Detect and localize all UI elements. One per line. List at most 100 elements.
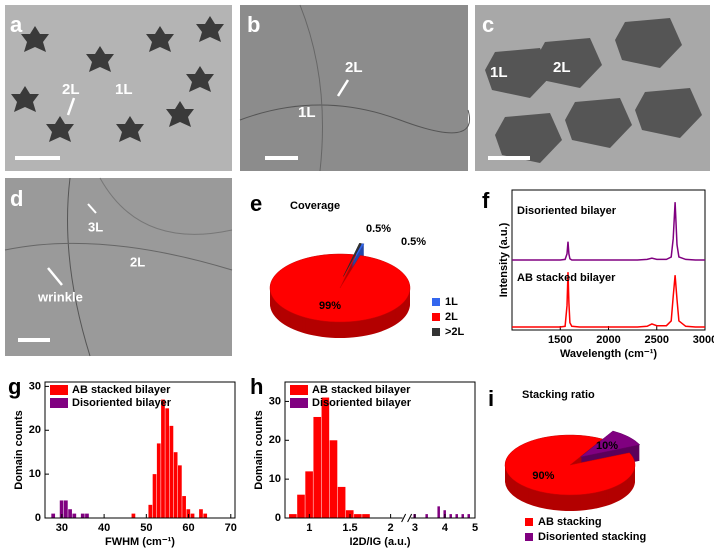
y-tick-label: 10 — [269, 473, 281, 485]
legend-label: 1L — [445, 296, 458, 308]
legend-swatch — [525, 518, 533, 526]
layer-label: 1L — [298, 104, 316, 121]
panel-letter: c — [482, 12, 494, 37]
bar — [186, 509, 191, 518]
y-tick-label: 30 — [269, 395, 281, 407]
value-label: 90% — [532, 470, 554, 482]
x-tick-label: 1500 — [548, 334, 572, 346]
bar — [165, 408, 170, 518]
legend-swatch — [525, 533, 533, 541]
chart-title: Stacking ratio — [522, 389, 595, 401]
bar — [461, 514, 464, 518]
pie-slice — [580, 430, 641, 458]
x-tick-label: 40 — [98, 522, 110, 534]
layer-label: 2L — [130, 254, 145, 269]
bar — [161, 399, 165, 518]
panel-letter: h — [250, 374, 263, 399]
plot-frame — [284, 381, 476, 519]
layer-label: 1L — [490, 64, 508, 81]
bar — [313, 416, 322, 518]
bar — [85, 513, 89, 518]
x-tick-label: 3 — [412, 522, 418, 534]
legend-swatch — [432, 298, 440, 306]
wrinkle-line — [99, 177, 233, 235]
bar — [68, 509, 72, 518]
wrinkle-line — [239, 104, 470, 134]
x-tick-label: 3000 — [693, 334, 714, 346]
bar — [178, 465, 182, 518]
y-tick-label: 10 — [29, 468, 41, 480]
bar — [190, 513, 195, 518]
wrinkle-line — [299, 4, 323, 172]
axis-break-gap — [402, 514, 411, 522]
y-tick-label: 30 — [29, 380, 41, 392]
legend-label: 2L — [445, 311, 458, 323]
axis-break — [407, 513, 413, 523]
bar — [203, 513, 208, 518]
legend-swatch — [432, 328, 440, 336]
panel-letter: e — [250, 191, 262, 216]
bar — [173, 452, 178, 518]
panel-letter: a — [10, 12, 23, 37]
x-tick-label: 50 — [140, 522, 152, 534]
bar — [321, 397, 330, 518]
bar — [305, 471, 313, 518]
x-tick-label: 70 — [225, 522, 237, 534]
scale-bar — [18, 338, 50, 342]
panel-letter: f — [482, 188, 490, 213]
y-axis-label: Intensity (a.u.) — [498, 222, 510, 297]
bar — [455, 514, 458, 518]
legend-label: Disoriented bilayer — [72, 397, 172, 409]
spectrum-line — [512, 202, 705, 261]
y-tick-label: 0 — [35, 512, 41, 524]
y-axis-label: Domain counts — [253, 410, 265, 489]
bar — [437, 506, 440, 518]
spectrum-line — [512, 272, 705, 328]
bar — [169, 425, 174, 518]
micrograph-a: a 2L 1L — [5, 5, 232, 171]
bar — [425, 514, 428, 518]
scale-bar — [488, 156, 530, 160]
panel-letter: b — [247, 12, 260, 37]
series-label: Disoriented bilayer — [517, 205, 617, 217]
legend-label: AB stacking — [538, 516, 602, 528]
bar — [289, 514, 297, 518]
x-tick-label: 1.5 — [342, 522, 357, 534]
arrow — [336, 79, 350, 97]
micrograph-b: b 2L 1L — [239, 4, 470, 172]
bar — [329, 440, 338, 518]
bar — [59, 500, 64, 518]
legend-label: Disoriented bilayer — [312, 397, 412, 409]
x-axis-label: FWHM (cm⁻¹) — [105, 536, 175, 548]
x-tick-label: 2000 — [596, 334, 620, 346]
pie-slice — [269, 253, 411, 323]
layer-label: 2L — [345, 59, 363, 76]
bar — [152, 474, 157, 518]
value-label: 0.5% — [401, 236, 426, 248]
plot-frame — [44, 381, 236, 519]
image — [240, 5, 468, 171]
x-tick-label: 2 — [388, 522, 394, 534]
panel-letter: d — [10, 186, 23, 211]
layer-label: 2L — [553, 59, 571, 76]
bar — [156, 443, 161, 518]
bar — [467, 514, 470, 518]
arrow — [66, 97, 76, 116]
chart-title: Coverage — [290, 200, 340, 212]
y-tick-label: 0 — [275, 512, 281, 524]
scale-bar — [265, 156, 298, 160]
axis-break — [401, 513, 407, 523]
arrow — [47, 267, 63, 286]
x-tick-label: 1 — [306, 522, 312, 534]
y-tick-label: 20 — [29, 424, 41, 436]
panel-letter: g — [8, 374, 21, 399]
legend-swatch — [432, 313, 440, 321]
series-label: AB stacked bilayer — [517, 272, 616, 284]
bar — [354, 514, 362, 518]
arrow — [87, 203, 97, 214]
bar — [148, 504, 153, 518]
legend-swatch — [50, 385, 68, 395]
x-tick-label: 5 — [472, 522, 478, 534]
